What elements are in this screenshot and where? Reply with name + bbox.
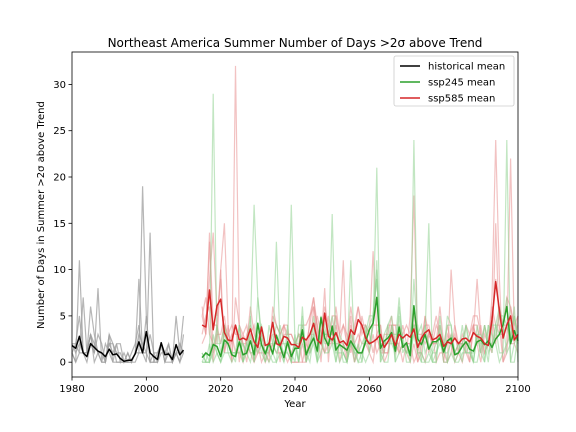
x-tick-label: 2000 [134, 384, 159, 395]
y-tick-label: 15 [53, 219, 66, 230]
x-axis-label: Year [283, 399, 306, 410]
x-tick-label: 2060 [357, 384, 382, 395]
series-lines [71, 280, 519, 363]
y-axis: 0 5 10 15 20 25 30 [53, 80, 72, 369]
y-tick-label: 25 [53, 126, 66, 137]
legend-label-ssp585-mean: ssp585 mean [428, 94, 495, 105]
chart-title: Northeast America Summer Number of Days … [108, 36, 483, 50]
y-tick-label: 30 [53, 80, 66, 91]
y-axis-label: Number of Days in Summer >2σ above Trend [36, 101, 47, 329]
x-tick-label: 2100 [505, 384, 530, 395]
y-tick-label: 10 [53, 265, 66, 276]
ensemble-members [71, 65, 519, 365]
legend-label-historical-mean: historical mean [428, 62, 505, 73]
y-tick-label: 0 [60, 358, 66, 369]
x-tick-label: 2020 [208, 384, 233, 395]
x-axis: 1980 2000 2020 2040 2060 2080 2100 [59, 377, 531, 395]
legend-label-ssp245-mean: ssp245 mean [428, 78, 495, 89]
ssp245-mean-line [201, 296, 519, 359]
y-tick-label: 5 [60, 311, 66, 322]
x-tick-label: 2040 [282, 384, 307, 395]
x-tick-label: 2080 [431, 384, 456, 395]
y-tick-label: 20 [53, 173, 66, 184]
legend: historical mean ssp245 mean ssp585 mean [393, 55, 515, 107]
x-tick-label: 1980 [59, 384, 84, 395]
ssp585-mean-line [201, 280, 519, 349]
legend-box [393, 55, 515, 107]
historical-mean-line [71, 330, 185, 363]
